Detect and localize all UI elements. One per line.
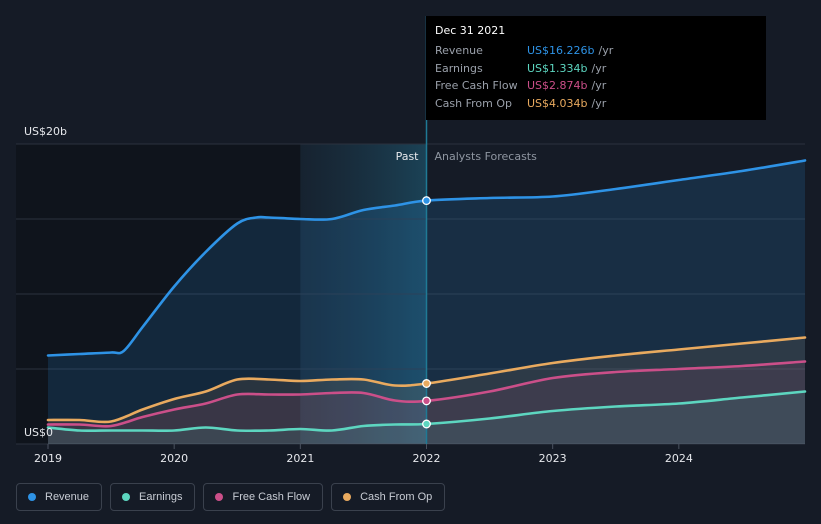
tooltip-unit: /yr [591,61,607,75]
tooltip-value: US$4.034b [527,96,588,110]
past-label: Past [396,150,420,163]
legend-item-cash-from-op[interactable]: Cash From Op [331,483,446,511]
tooltip-label: Cash From Op [435,96,513,110]
tooltip-label: Revenue [435,44,483,58]
legend-label: Revenue [45,491,90,503]
cash_from_op-line [46,336,807,424]
earnings-marker [422,419,431,429]
tooltip-unit: /yr [591,96,607,110]
legend-label: Free Cash Flow [232,491,311,503]
free_cash_flow-line [46,360,807,428]
tooltip-value: US$2.874b [527,79,588,93]
free_cash_flow-marker [422,396,431,406]
legend: Revenue Earnings Free Cash Flow Cash Fro… [16,483,446,511]
x-tick-label: 2020 [160,452,188,465]
forecast-label: Analysts Forecasts [435,150,538,163]
tooltip-row-cash-from-op: Cash From Op US$4.034b /yr [435,95,757,113]
tooltip-date: Dec 31 2021 [435,24,506,37]
legend-label: Earnings [139,491,183,503]
series-lines [46,159,807,433]
y-axis-bottom-label: US$0 [24,426,53,439]
tooltip-value: US$1.334b [527,61,588,75]
x-axis-ticks: 2019 2020 2021 2022 2023 2024 [34,444,693,465]
legend-dot-icon [343,493,352,501]
legend-dot-icon [28,493,36,501]
legend-dot-icon [122,493,131,501]
legend-dot-icon [215,493,224,501]
tooltip-label: Earnings [435,61,483,75]
series-markers [422,196,431,429]
revenue-line [46,159,807,357]
x-tick-label: 2024 [665,452,693,465]
earnings-line [46,390,807,433]
cash_from_op-marker [422,379,431,388]
legend-item-free-cash-flow[interactable]: Free Cash Flow [203,483,324,511]
legend-item-earnings[interactable]: Earnings [110,483,196,511]
x-tick-label: 2023 [539,452,567,465]
tooltip-label: Free Cash Flow [435,79,518,93]
x-tick-label: 2022 [413,452,441,465]
legend-item-revenue[interactable]: Revenue [16,483,103,511]
tooltip-row-free-cash-flow: Free Cash Flow US$2.874b /yr [435,77,757,95]
revenue-marker [422,196,431,206]
tooltip-value: US$16.226b [527,44,595,58]
tooltip-row-revenue: Revenue US$16.226b /yr [435,42,757,60]
tooltip-row-earnings: Earnings US$1.334b /yr [435,60,757,78]
tooltip: Dec 31 2021 Revenue US$16.226b /yr Earni… [426,16,766,120]
legend-label: Cash From Op [360,491,433,503]
x-tick-label: 2021 [286,452,314,465]
x-tick-label: 2019 [34,452,62,465]
y-axis-top-label: US$20b [24,125,67,138]
tooltip-unit: /yr [591,79,607,93]
tooltip-unit: /yr [598,44,614,58]
